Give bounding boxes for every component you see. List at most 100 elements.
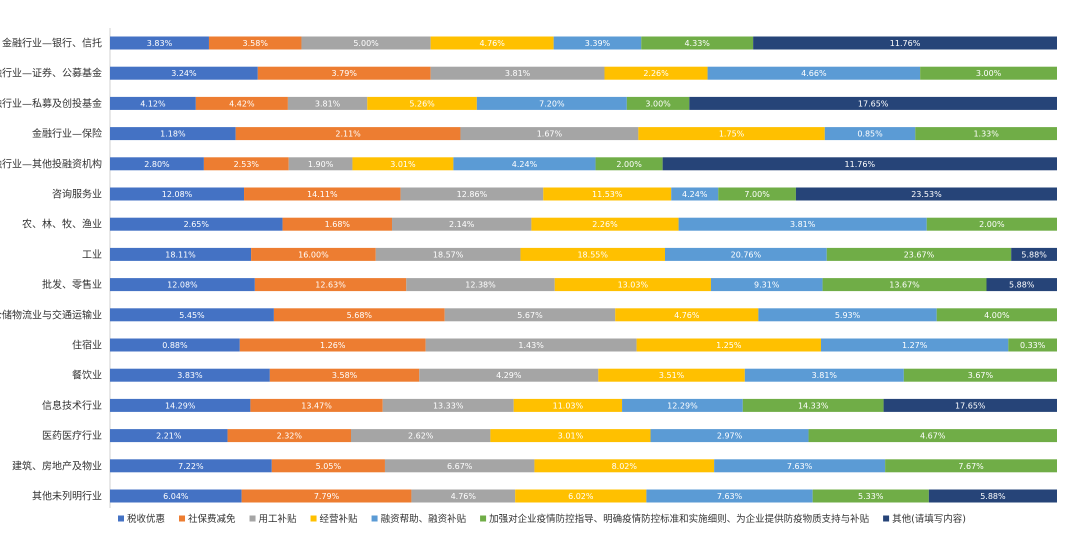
data-label: 18.57%: [433, 250, 464, 259]
bar-segment: [269, 368, 420, 382]
category-label: 工业: [82, 249, 102, 261]
data-label: 13.67%: [889, 281, 920, 290]
bar-segment: [824, 127, 916, 141]
data-label: 4.76%: [451, 492, 477, 501]
bar-segment: [650, 429, 809, 443]
bar-segment: [718, 187, 796, 201]
data-label: 8.02%: [612, 462, 638, 471]
bar-segment: [110, 489, 242, 503]
data-label: 5.33%: [858, 492, 884, 501]
data-label: 2.26%: [592, 220, 618, 229]
bar-segment: [460, 127, 639, 141]
data-label: 3.83%: [147, 39, 173, 48]
data-label: 4.67%: [920, 432, 946, 441]
bar-segment: [826, 247, 1012, 261]
data-label: 1.90%: [308, 160, 334, 169]
data-label: 23.53%: [911, 190, 942, 199]
data-label: 11.53%: [592, 190, 623, 199]
legend-swatch: [371, 515, 378, 522]
data-label: 1.67%: [537, 130, 563, 139]
bar-segment: [110, 278, 255, 292]
legend-item-label: 其他(请填写内容): [892, 513, 966, 525]
data-label: 18.11%: [165, 250, 196, 259]
bar-segment: [490, 429, 651, 443]
bar-segment: [753, 36, 1057, 50]
data-label: 5.88%: [1009, 281, 1035, 290]
data-label: 16.00%: [298, 250, 329, 259]
data-label: 2.11%: [335, 130, 361, 139]
data-label: 11.76%: [890, 39, 921, 48]
data-label: 7.63%: [787, 462, 813, 471]
data-label: 6.04%: [163, 492, 189, 501]
bar-segment: [419, 368, 599, 382]
bar-segment: [1011, 247, 1057, 261]
data-label: 6.02%: [568, 492, 594, 501]
bar-segment: [820, 338, 1009, 352]
bar-segment: [638, 127, 825, 141]
bar-segment: [227, 429, 352, 443]
legend: 税收优惠 社保费减免 用工补贴 经营补贴 融资帮助、融资补贴 加强对企业疫情防控指导、明确…: [118, 513, 966, 525]
data-label: 12.29%: [667, 401, 698, 410]
legend-item-label: 加强对企业疫情防控指导、明确疫情防控标准和实施细则、为企业提供防疫物质支持与补贴: [489, 513, 870, 525]
bar-segment: [110, 247, 252, 261]
data-label: 7.79%: [314, 492, 340, 501]
data-label: 23.67%: [904, 250, 935, 259]
data-label: 5.67%: [517, 311, 543, 320]
data-label: 3.58%: [243, 39, 269, 48]
data-label: 14.33%: [798, 401, 829, 410]
bar-segment: [707, 66, 921, 80]
data-label: 2.32%: [277, 432, 303, 441]
data-label: 2.21%: [156, 432, 182, 441]
bar-segment: [926, 217, 1057, 231]
bar-segment: [382, 398, 514, 412]
data-label: 2.65%: [184, 220, 210, 229]
bar-segment: [288, 157, 353, 171]
bar-segment: [239, 338, 426, 352]
bar-segment: [1008, 338, 1057, 352]
bar-segment: [534, 459, 715, 473]
data-label: 1.27%: [902, 341, 928, 350]
bar-segment: [795, 187, 1057, 201]
bar-segment: [406, 278, 555, 292]
data-label: 7.22%: [178, 462, 204, 471]
bar-segment: [400, 187, 544, 201]
bar-segment: [254, 278, 407, 292]
bar-segment: [110, 308, 274, 322]
bar-segment: [430, 36, 554, 50]
data-label: 3.51%: [659, 371, 685, 380]
bar-segment: [352, 157, 454, 171]
data-label: 5.00%: [353, 39, 379, 48]
bar-segment: [903, 368, 1057, 382]
bar-segment: [554, 278, 711, 292]
bar-segment: [287, 96, 368, 110]
data-label: 4.76%: [479, 39, 505, 48]
category-label: 餐饮业: [72, 369, 102, 382]
data-label: 1.26%: [320, 341, 346, 350]
legend-swatch: [310, 515, 317, 522]
category-label: 金融行业—保险: [32, 127, 102, 140]
bar-segment: [808, 429, 1057, 443]
data-label: 4.24%: [512, 160, 538, 169]
data-label: 2.62%: [408, 432, 434, 441]
bar-segment: [476, 96, 627, 110]
category-label: 信息技术行业: [42, 399, 102, 412]
bar-segment: [626, 96, 690, 110]
bar-segment: [351, 429, 491, 443]
category-label: 建筑、房地产及物业: [12, 459, 102, 472]
bar-segment: [915, 127, 1057, 141]
bar-segment: [251, 247, 376, 261]
bar-segment: [250, 398, 383, 412]
bar-segment: [110, 459, 272, 473]
bar-segment: [615, 308, 759, 322]
bar-segment: [208, 36, 302, 50]
bar-segment: [671, 187, 719, 201]
data-label: 1.75%: [719, 130, 745, 139]
bar-segment: [595, 157, 663, 171]
bar-segment: [110, 157, 204, 171]
bar-segment: [520, 247, 666, 261]
bar-segment: [742, 398, 884, 412]
bar-segment: [384, 459, 535, 473]
data-label: 18.55%: [577, 250, 608, 259]
bar-segment: [392, 217, 532, 231]
